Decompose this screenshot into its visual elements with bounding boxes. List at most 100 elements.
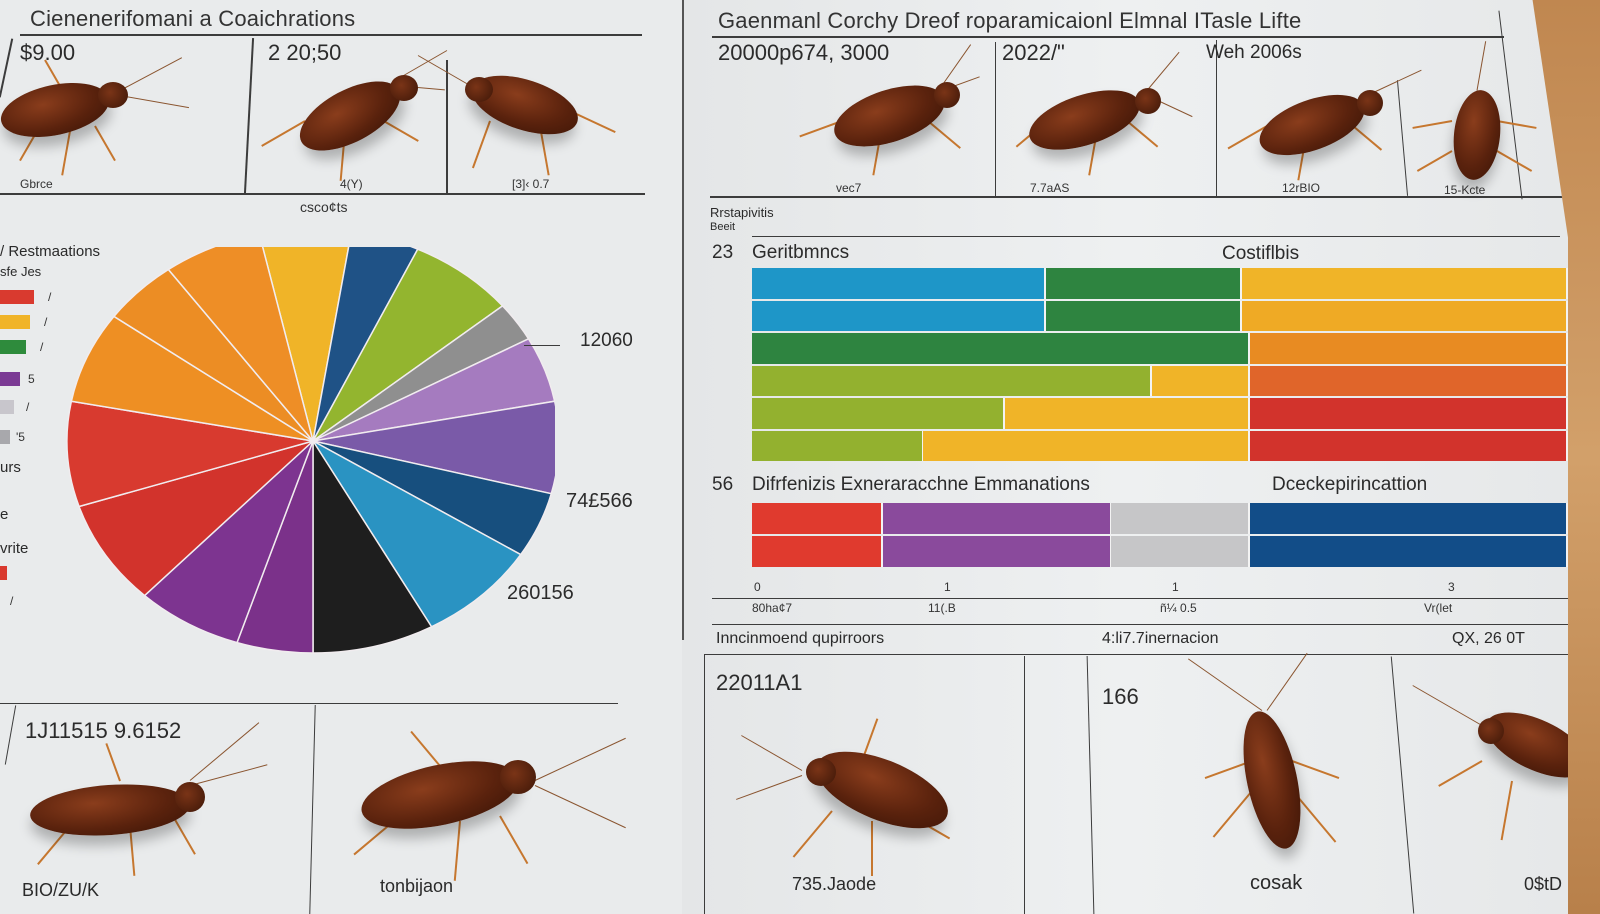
panel-caption: 0$tD [1524,874,1563,894]
axis-sublabel: 11(.B [928,601,956,615]
bar-segment [752,430,924,461]
footer-label: QX, 26 0T [1452,630,1525,647]
bar-segment [1241,300,1568,331]
cockroach-image [340,730,626,881]
panel-bottom-border [710,196,1568,198]
panel-number: 20000p674, 3000 [718,40,890,65]
panel-caption: cosak [1250,872,1303,894]
bar-segment [1045,268,1243,299]
cockroach-image [1227,69,1422,181]
bar-segment [1151,365,1251,396]
panel-number: Weh 2006s [1206,42,1302,63]
bar-segment [1249,398,1568,429]
panel-caption: 12rBIO [1282,181,1321,195]
pie-slice [312,248,504,442]
bar-segment [1249,365,1568,396]
bar-segment [1111,503,1251,534]
legend-subtitle: sfe Jes [0,264,42,279]
chart-index: 56 [712,474,734,495]
bar-segment [752,300,1047,331]
legend-title: / Restmaations [0,243,101,260]
pie-slice [312,438,433,654]
axis-sublabel: Vr(let [1424,601,1453,615]
left-sheet-title: Cienenerifomani a Coaichrations [30,6,356,31]
bar-segment [1249,430,1568,461]
axis-tick: 3 [1448,580,1455,594]
panel-number: 1J11515 9.6152 [25,718,182,743]
pie-chart [66,247,555,654]
panel-caption: [3]‹ 0.7 [512,177,550,191]
bar-segment [752,365,1153,396]
legend-value: 5 [28,372,35,386]
panel-number: 2022/" [1002,40,1065,65]
panel-divider [243,38,255,194]
pie-slice [312,440,522,628]
legend-swatch-yellow [0,315,30,329]
cockroach-image [736,718,992,880]
panel-footer: csco¢ts [300,199,348,215]
pie-annotation: 260156 [507,582,574,604]
stacked-bar-chart-2 [752,503,1568,569]
bar-segment [752,268,1047,299]
cockroach-image [799,44,982,180]
legend-extra-label: vrite [0,540,29,557]
axis-sublabel: 80ha¢7 [752,601,793,615]
panel-caption: BIO/ZU/K [22,880,100,900]
panel-top-border [0,703,618,704]
panel-number: 22011A1 [716,670,803,695]
pie-annotation: 12060 [580,330,633,351]
panel-caption: 4(Y) [340,177,363,191]
bar-segment [882,536,1112,567]
chart-right-title: Dceckepirincattion [1272,474,1428,495]
pie-leader-line [524,345,560,346]
panel-divider [1216,40,1217,196]
right-infographic-sheet: Gaenmanl Corchy Dreof roparamicaionl Elm… [682,0,1568,914]
title-underline [20,34,642,36]
cockroach-image [1015,51,1193,180]
panel-caption: 15-Kcte [1444,183,1486,197]
panel-caption: Gbrce [20,177,53,191]
bar-segment [1045,300,1243,331]
sheet-left-edge [682,0,684,640]
axis-tick: 1 [944,580,951,594]
bar-segment [752,398,1006,429]
panel-caption: 7.7aAS [1030,181,1070,195]
bar-segment [1249,503,1568,534]
legend-swatch-green [0,340,26,354]
chart-title: Geritbmncs [752,242,850,263]
axis-line [712,598,1568,599]
legend-value: / [44,315,48,329]
stacked-bar-chart-1 [752,268,1568,464]
panel-top-border [704,654,1568,655]
legend-swatch-red [0,290,34,304]
pie-slice [143,440,314,644]
pie-slice [261,247,350,442]
left-infographic-sheet: Cienenerifomani a Coaichrations $9.00 2 … [0,0,682,914]
axis-tick: 0 [754,580,761,594]
panel-caption: 735.Jaode [792,874,877,894]
panel-divider [1390,656,1415,914]
sub-label: Rrstapivitis [710,205,774,220]
legend-swatch-purple [0,372,20,386]
title-underline [712,36,1504,38]
legend-extra-label: e [0,506,9,523]
cockroach-image [0,57,190,180]
pie-slice [312,400,555,495]
panel-bottom-border [0,193,645,195]
chart-index: 23 [712,242,734,263]
panel-number: $9.00 [20,40,76,65]
panel-number: 166 [1102,684,1139,709]
axis-tick: 1 [1172,580,1179,594]
pie-slice [167,247,314,442]
bar-segment [882,503,1112,534]
bar-segment [752,503,884,534]
chart-box-top [752,236,1560,237]
pie-slice [66,400,314,508]
footer-label: Inncinmoend qupirroors [716,630,885,647]
chart-title: Difrfenizis Exneraracchne Emmanations [752,474,1090,495]
cockroach-image [255,50,448,181]
panel-caption: tonbijaon [380,876,454,896]
panel-divider [1086,656,1095,914]
bar-segment [923,430,1251,461]
legend-value: / [26,400,30,414]
